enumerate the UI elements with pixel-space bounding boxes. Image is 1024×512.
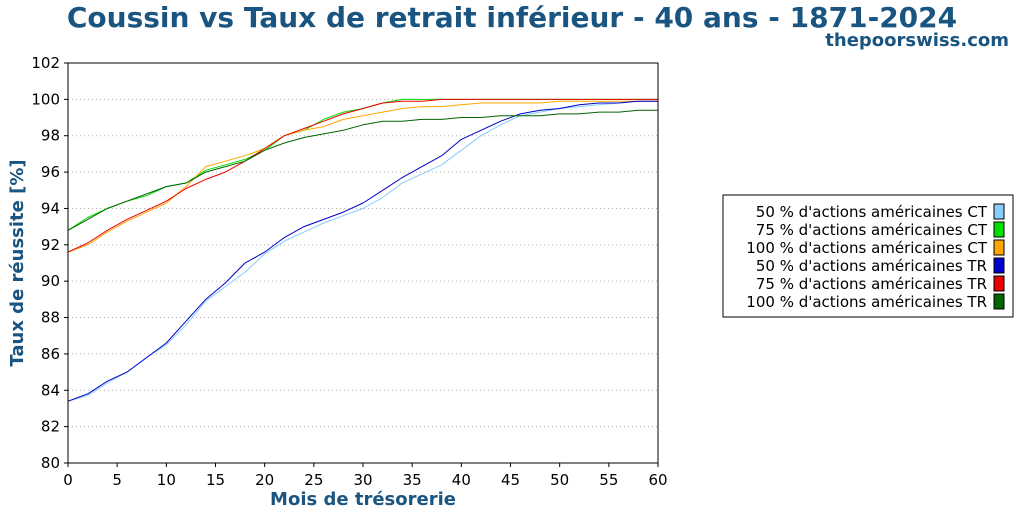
series-line: [67, 98, 658, 253]
y-tick-label: 88: [41, 309, 60, 327]
legend-swatch: [993, 257, 1005, 274]
y-tick-label: 80: [41, 454, 60, 472]
legend-swatch: [993, 239, 1005, 256]
x-tick-label: 10: [157, 471, 176, 489]
legend-label: 50 % d'actions américaines TR: [756, 257, 987, 275]
x-axis: 0 5 10 15 20 25 30 35 40 45 50 55 60: [63, 463, 668, 489]
legend-swatch: [993, 221, 1005, 238]
y-axis: 80 82 84 86 88 90 92 94 96 98 100 102: [31, 54, 68, 472]
legend-label: 75 % d'actions américaines TR: [756, 275, 987, 293]
x-tick-label: 45: [501, 471, 520, 489]
legend-label: 100 % d'actions américaines CT: [746, 239, 988, 257]
plot-frame: [67, 62, 659, 464]
x-tick-label: 0: [63, 471, 73, 489]
series-line: [67, 100, 658, 402]
series-line: [67, 100, 658, 402]
chart-subtitle: thepoorswiss.com: [825, 30, 1009, 51]
x-tick-label: 20: [255, 471, 274, 489]
x-tick-label: 30: [353, 471, 372, 489]
series-line: [67, 100, 658, 253]
series-lines: [67, 98, 658, 402]
y-axis-label: Taux de réussite [%]: [7, 159, 28, 366]
y-tick-label: 100: [31, 90, 60, 108]
x-axis-label: Mois de trésorerie: [270, 489, 456, 510]
x-tick-label: 60: [648, 471, 667, 489]
y-tick-label: 90: [41, 272, 60, 290]
legend-swatch: [993, 203, 1005, 220]
grid: [68, 62, 658, 464]
x-tick-label: 35: [403, 471, 422, 489]
y-tick-label: 86: [41, 345, 60, 363]
legend-swatch: [993, 293, 1005, 310]
y-tick-label: 102: [31, 54, 60, 72]
y-tick-label: 84: [41, 381, 60, 399]
legend-label: 50 % d'actions américaines CT: [756, 203, 988, 221]
y-tick-label: 82: [41, 418, 60, 436]
y-tick-label: 96: [41, 163, 60, 181]
x-tick-label: 15: [206, 471, 225, 489]
x-tick-label: 5: [112, 471, 122, 489]
x-tick-label: 25: [304, 471, 323, 489]
legend-box: [722, 194, 1014, 318]
x-tick-label: 55: [599, 471, 618, 489]
series-line: [67, 109, 658, 231]
legend-swatch: [993, 275, 1005, 292]
x-tick-label: 40: [452, 471, 471, 489]
chart-title: Coussin vs Taux de retrait inférieur - 4…: [67, 1, 957, 34]
legend-label: 100 % d'actions américaines TR: [746, 293, 987, 311]
y-tick-label: 98: [41, 127, 60, 145]
y-tick-label: 94: [41, 199, 60, 217]
x-tick-label: 50: [550, 471, 569, 489]
legend-label: 75 % d'actions américaines CT: [756, 221, 988, 239]
series-line: [67, 98, 658, 231]
y-tick-label: 92: [41, 236, 60, 254]
